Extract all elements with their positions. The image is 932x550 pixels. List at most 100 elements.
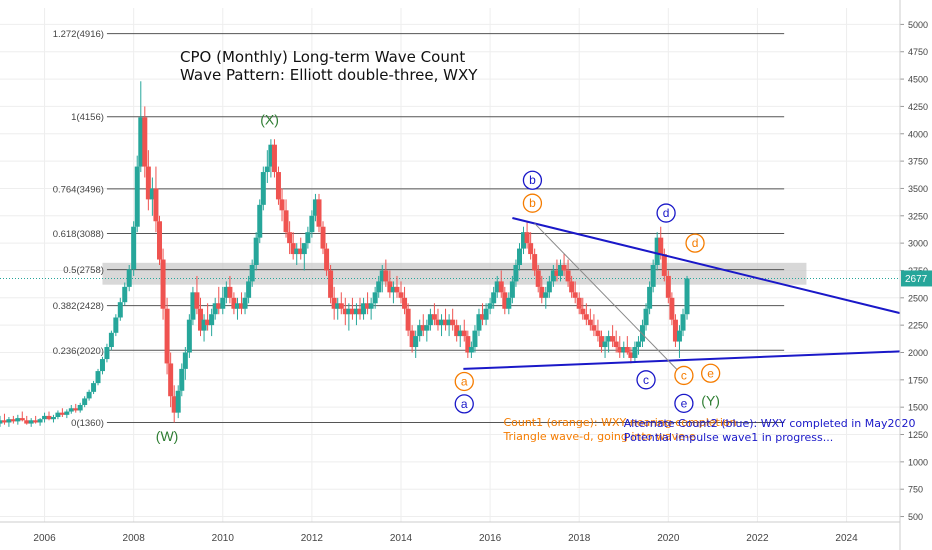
candle bbox=[443, 308, 449, 331]
candle bbox=[672, 314, 678, 348]
candle bbox=[543, 286, 549, 309]
candle bbox=[532, 248, 538, 276]
candle-body bbox=[654, 237, 660, 265]
candle bbox=[610, 325, 616, 348]
candle-body bbox=[149, 188, 155, 200]
candle bbox=[402, 286, 408, 315]
candle-body bbox=[372, 292, 378, 304]
candle bbox=[10, 415, 16, 424]
candle-body bbox=[576, 297, 582, 309]
trendline[interactable] bbox=[463, 350, 901, 370]
candle-body bbox=[583, 314, 589, 320]
candle bbox=[149, 177, 155, 216]
candle-body bbox=[260, 172, 266, 205]
wave-label-text: b bbox=[529, 173, 536, 187]
candle bbox=[632, 341, 638, 362]
trendline[interactable] bbox=[534, 223, 683, 375]
candle-body bbox=[82, 398, 88, 405]
candle bbox=[595, 319, 601, 342]
candle-body bbox=[164, 308, 170, 364]
time-tick-label: 2014 bbox=[390, 533, 413, 544]
candle bbox=[46, 411, 52, 421]
candle-body bbox=[361, 303, 367, 315]
price-axis[interactable]: 5007501000125015001750200022502500275030… bbox=[899, 0, 928, 550]
candle-body bbox=[557, 265, 563, 276]
candle-body bbox=[312, 199, 318, 216]
time-tick-label: 2022 bbox=[746, 533, 769, 544]
wave-label: b bbox=[522, 170, 543, 190]
candle-body bbox=[238, 303, 244, 309]
candle bbox=[502, 286, 508, 315]
candle bbox=[383, 259, 389, 287]
candle bbox=[223, 281, 229, 304]
candle bbox=[427, 308, 433, 331]
candle bbox=[15, 414, 21, 425]
candle bbox=[521, 226, 527, 255]
annotation-line: Triangle wave-d, going into wave-e bbox=[502, 430, 695, 443]
candle bbox=[50, 414, 56, 423]
candle bbox=[368, 297, 374, 320]
candle-body bbox=[405, 308, 411, 331]
candle bbox=[572, 281, 578, 304]
candle bbox=[498, 270, 504, 298]
candle bbox=[528, 232, 534, 260]
candle bbox=[387, 270, 393, 298]
candle-body bbox=[554, 270, 560, 276]
candle bbox=[231, 292, 237, 315]
candle-body bbox=[0, 420, 3, 424]
time-tick-label: 2008 bbox=[123, 533, 146, 544]
candle bbox=[476, 308, 482, 337]
candle bbox=[113, 314, 119, 337]
candle bbox=[249, 259, 255, 287]
candle bbox=[175, 385, 181, 419]
last-price-label: 2677 bbox=[905, 274, 928, 285]
candle bbox=[372, 286, 378, 309]
candle bbox=[647, 281, 653, 315]
candle bbox=[271, 139, 277, 178]
candle bbox=[435, 308, 441, 331]
candle-body bbox=[37, 419, 43, 423]
time-axis[interactable]: 2006 2008 2010 2012 2014 2016 2018 2020 2022 2024 bbox=[0, 521, 900, 544]
wave-label-circle bbox=[674, 393, 694, 413]
candle-body bbox=[661, 254, 667, 276]
candle-body bbox=[532, 254, 538, 271]
wave-label-text: e bbox=[681, 396, 688, 410]
candle bbox=[661, 248, 667, 282]
candle bbox=[160, 248, 166, 320]
annotation-line: Count1 (orange): WXY nearing completion bbox=[503, 416, 736, 429]
trendlines bbox=[463, 217, 901, 375]
time-tick-label: 2016 bbox=[479, 533, 502, 544]
fib-label: 0.5(2758) bbox=[63, 265, 104, 276]
candle bbox=[197, 297, 203, 337]
candle-body bbox=[498, 281, 504, 293]
fib-label: 1(4156) bbox=[71, 112, 104, 123]
candle-body bbox=[621, 347, 627, 353]
price-tick-label: 1500 bbox=[908, 403, 928, 413]
candle bbox=[238, 292, 244, 315]
wave-label: (Y) bbox=[701, 393, 720, 409]
candle-body bbox=[624, 347, 630, 353]
trendline[interactable] bbox=[512, 217, 901, 315]
candle bbox=[598, 330, 604, 353]
candle bbox=[465, 330, 471, 358]
price-tick-label: 3500 bbox=[908, 184, 928, 194]
candle bbox=[431, 303, 437, 326]
wave-label-circle bbox=[454, 394, 474, 414]
annotation-line: Alternate Count2 (blue): WXY completed i… bbox=[624, 417, 916, 430]
candle bbox=[201, 314, 207, 342]
candle bbox=[77, 402, 83, 413]
candle-body bbox=[216, 303, 222, 309]
candle-body bbox=[502, 292, 508, 309]
price-tick-label: 1000 bbox=[908, 457, 928, 467]
candle-body bbox=[182, 352, 188, 369]
candle bbox=[331, 286, 337, 320]
price-tick-label: 3750 bbox=[908, 157, 928, 167]
candle-body bbox=[264, 166, 270, 173]
candle-body bbox=[157, 221, 163, 260]
candle-body bbox=[632, 347, 638, 358]
resistance-zone bbox=[102, 262, 807, 285]
candle-body bbox=[227, 286, 233, 298]
wave-label-circle bbox=[700, 363, 721, 383]
candle-body bbox=[134, 166, 140, 227]
